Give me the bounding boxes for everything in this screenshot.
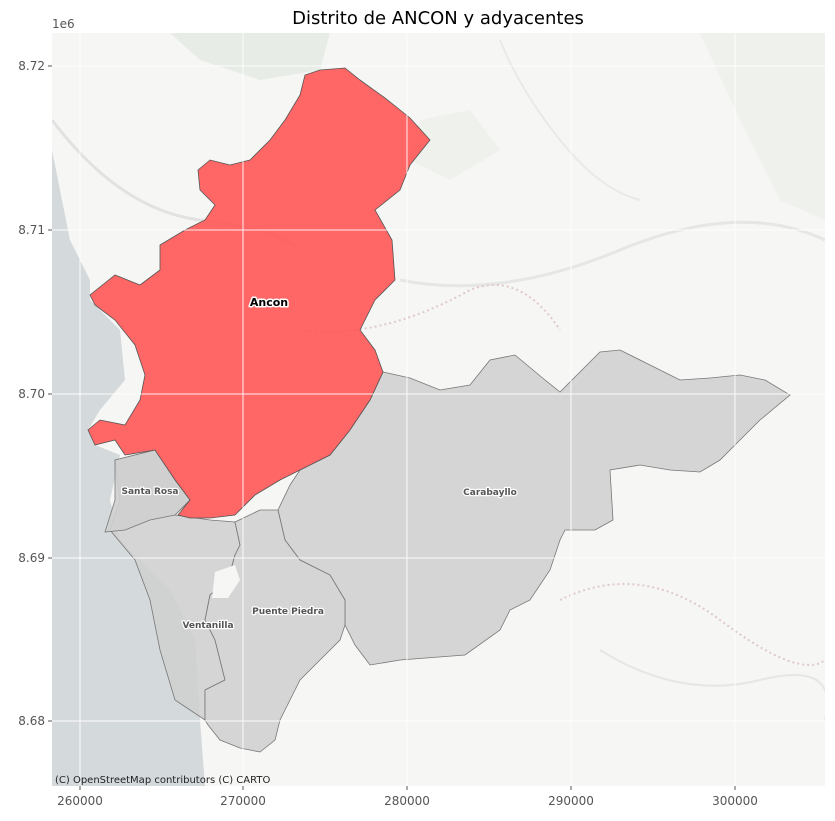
basemap-boundary: [559, 583, 825, 666]
district-ancon: [87, 67, 431, 519]
basemap-boundary: [299, 284, 561, 333]
label-puente-piedra: Puente Piedra: [252, 607, 324, 617]
y-tick-label: 8.72: [18, 59, 45, 73]
y-tick-label: 8.68: [18, 714, 45, 728]
label-ancon: Ancon: [250, 296, 288, 309]
x-tick-label: 290000: [548, 794, 594, 808]
basemap-park: [700, 33, 825, 220]
label-carabayllo: Carabayllo: [463, 488, 517, 498]
map-title: Distrito de ANCON y adyacentes: [292, 8, 584, 29]
basemap-road: [399, 220, 825, 288]
y-axis-offset: 1e6: [52, 17, 75, 31]
basemap-park: [170, 33, 330, 80]
map-plot-area: Ancon Santa Rosa Carabayllo Puente Piedr…: [52, 33, 825, 786]
district-puente-piedra: [204, 509, 346, 753]
basemap-road: [599, 649, 825, 720]
x-axis: 260000 270000 280000 290000 300000: [57, 786, 758, 808]
label-ventanilla: Ventanilla: [182, 621, 233, 631]
y-tick-label: 8.71: [18, 223, 45, 237]
attribution-text: (C) OpenStreetMap contributors (C) CARTO: [55, 775, 270, 786]
x-tick-label: 280000: [384, 794, 430, 808]
y-axis: 8.72 8.71 8.70 8.69 8.68: [18, 59, 52, 728]
district-hole: [212, 565, 240, 598]
basemap-road: [499, 39, 641, 201]
y-tick-label: 8.69: [18, 551, 45, 565]
x-tick-label: 260000: [57, 794, 103, 808]
label-santa-rosa: Santa Rosa: [121, 487, 178, 497]
basemap-park: [410, 110, 500, 180]
y-tick-label: 8.70: [18, 387, 45, 401]
map-grid: [52, 33, 825, 786]
x-tick-label: 300000: [712, 794, 758, 808]
x-tick-label: 270000: [220, 794, 266, 808]
